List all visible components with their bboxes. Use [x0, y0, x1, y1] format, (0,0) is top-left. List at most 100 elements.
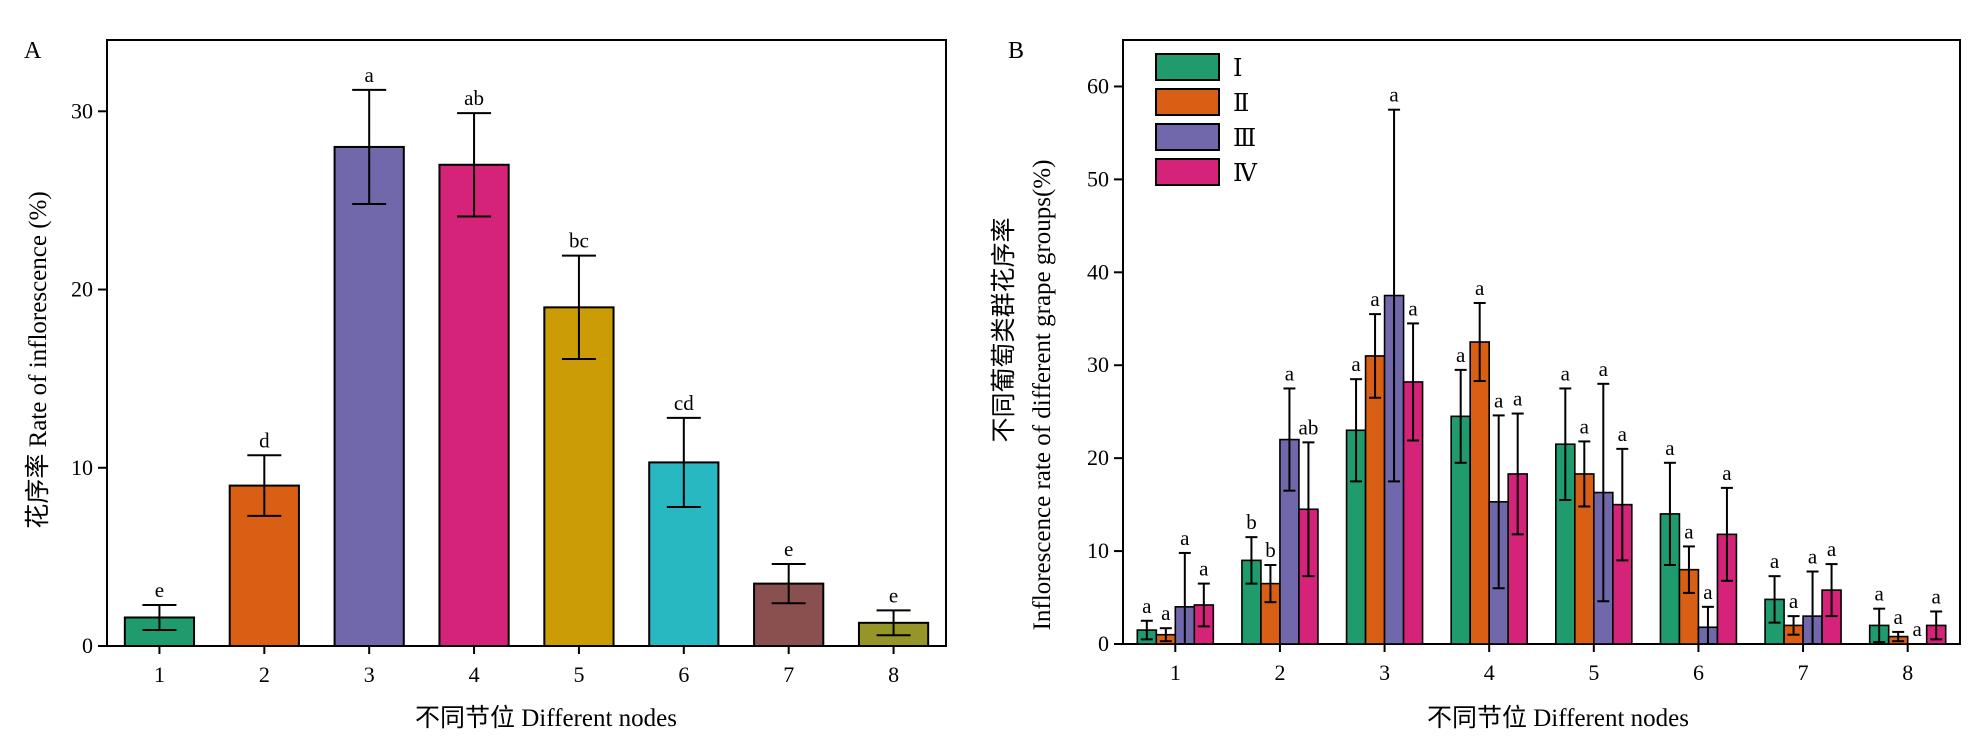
significance-label: cd	[674, 391, 694, 415]
error-bar	[1825, 563, 1838, 618]
error-bar	[1140, 619, 1153, 641]
legend-label: Ⅳ	[1233, 161, 1258, 187]
y-tick-label: 0	[1098, 631, 1109, 656]
significance-label: b	[1246, 510, 1257, 534]
error-bar	[771, 563, 806, 605]
error-bar	[1350, 378, 1363, 483]
significance-label: a	[1475, 276, 1485, 300]
significance-label: b	[1265, 538, 1276, 562]
error-bar	[1892, 630, 1905, 643]
error-bar	[1369, 313, 1382, 399]
error-bar	[1454, 368, 1467, 464]
bar	[1469, 341, 1490, 645]
error-bar	[1663, 461, 1676, 567]
panel-a-letter: A	[24, 38, 42, 64]
significance-label: a	[1580, 414, 1590, 438]
panel-a-y-axis-label: 花序率 Rate of inflorescence (%)	[24, 191, 52, 528]
significance-label: a	[1370, 287, 1380, 311]
bar	[543, 306, 615, 647]
panel-a: A 0 10 20 30 1 e 2 d 3 a 4 ab 5 bc 6 cd 7 e 8 e 不同节位 Differ…	[24, 38, 947, 732]
significance-label: a	[1875, 582, 1885, 606]
significance-label: a	[365, 63, 375, 87]
x-tick-label: 6	[1693, 660, 1704, 685]
legend-item: Ⅲ	[1155, 123, 1256, 152]
x-tick-label: 5	[1588, 660, 1599, 685]
x-tick-label: 7	[1798, 660, 1809, 685]
x-tick-label: 3	[1379, 660, 1390, 685]
significance-label: d	[259, 428, 270, 452]
y-tick-label: 10	[1087, 538, 1109, 563]
error-bar	[1597, 382, 1610, 603]
error-bar	[666, 416, 701, 508]
x-tick-label: 7	[783, 662, 794, 687]
legend-label: Ⅱ	[1233, 91, 1249, 117]
y-tick-label: 20	[1087, 445, 1109, 470]
legend-label: Ⅰ	[1233, 56, 1242, 82]
significance-label: a	[1618, 422, 1628, 446]
x-tick-label: 1	[1170, 660, 1181, 685]
x-tick-label: 4	[1484, 660, 1495, 685]
significance-label: a	[1827, 537, 1837, 561]
error-bar	[1720, 486, 1733, 582]
x-tick-label: 2	[1274, 660, 1285, 685]
legend: Ⅰ Ⅱ Ⅲ Ⅳ	[1155, 53, 1258, 187]
error-bar	[1682, 545, 1695, 594]
error-bar	[1616, 447, 1629, 562]
y-tick-label: 50	[1087, 166, 1109, 191]
y-tick-label: 0	[82, 633, 93, 658]
legend-swatch	[1155, 53, 1220, 81]
significance-label: ab	[1299, 415, 1319, 439]
error-bar	[1511, 412, 1524, 536]
y-tick-label: 20	[71, 277, 93, 302]
significance-label: a	[1703, 580, 1713, 604]
x-tick-label: 6	[678, 662, 689, 687]
error-bar	[1473, 301, 1486, 383]
y-tick-label: 30	[71, 98, 93, 123]
significance-label: a	[1199, 557, 1209, 581]
error-bar	[1768, 575, 1781, 624]
error-bar	[1407, 322, 1420, 442]
significance-label: a	[1513, 387, 1523, 411]
panel-b-x-axis-label: 不同节位 Different nodes	[1427, 704, 1689, 732]
significance-label: a	[1789, 589, 1799, 613]
significance-label: a	[1180, 526, 1190, 550]
error-bar	[876, 609, 911, 637]
bar	[1364, 355, 1386, 645]
error-bar	[1197, 582, 1210, 628]
significance-label: a	[1599, 357, 1609, 381]
significance-label: a	[1142, 594, 1152, 618]
error-bar	[1283, 387, 1296, 492]
significance-label: ab	[464, 86, 484, 110]
error-bar	[1873, 607, 1886, 644]
error-bar	[1159, 627, 1172, 643]
error-bar	[1178, 551, 1191, 645]
error-bar	[561, 254, 596, 361]
significance-label: bc	[569, 229, 589, 253]
significance-label: a	[1808, 545, 1818, 569]
significance-label: e	[889, 583, 898, 607]
error-bar	[352, 88, 387, 205]
x-tick-label: 8	[1902, 660, 1913, 685]
legend-label: Ⅲ	[1233, 126, 1256, 152]
legend-swatch	[1155, 123, 1220, 151]
error-bar	[247, 454, 282, 517]
significance-label: a	[1285, 361, 1295, 385]
y-tick-label: 40	[1087, 259, 1109, 284]
y-tick-label: 30	[1087, 352, 1109, 377]
significance-label: a	[1408, 296, 1418, 320]
error-bar	[1492, 414, 1505, 590]
panel-b-y-axis-label-cn: 不同葡萄类群花序率	[990, 217, 1018, 442]
significance-label: e	[784, 537, 793, 561]
error-bar	[1806, 570, 1819, 645]
panel-a-frame	[106, 39, 947, 647]
significance-label: a	[1161, 601, 1171, 625]
x-tick-label: 3	[364, 662, 375, 687]
x-tick-label: 5	[573, 662, 584, 687]
y-tick-label: 60	[1087, 73, 1109, 98]
error-bar	[142, 604, 177, 631]
legend-item: Ⅱ	[1155, 88, 1249, 117]
error-bar	[1701, 605, 1714, 645]
significance-label: a	[1932, 584, 1942, 608]
